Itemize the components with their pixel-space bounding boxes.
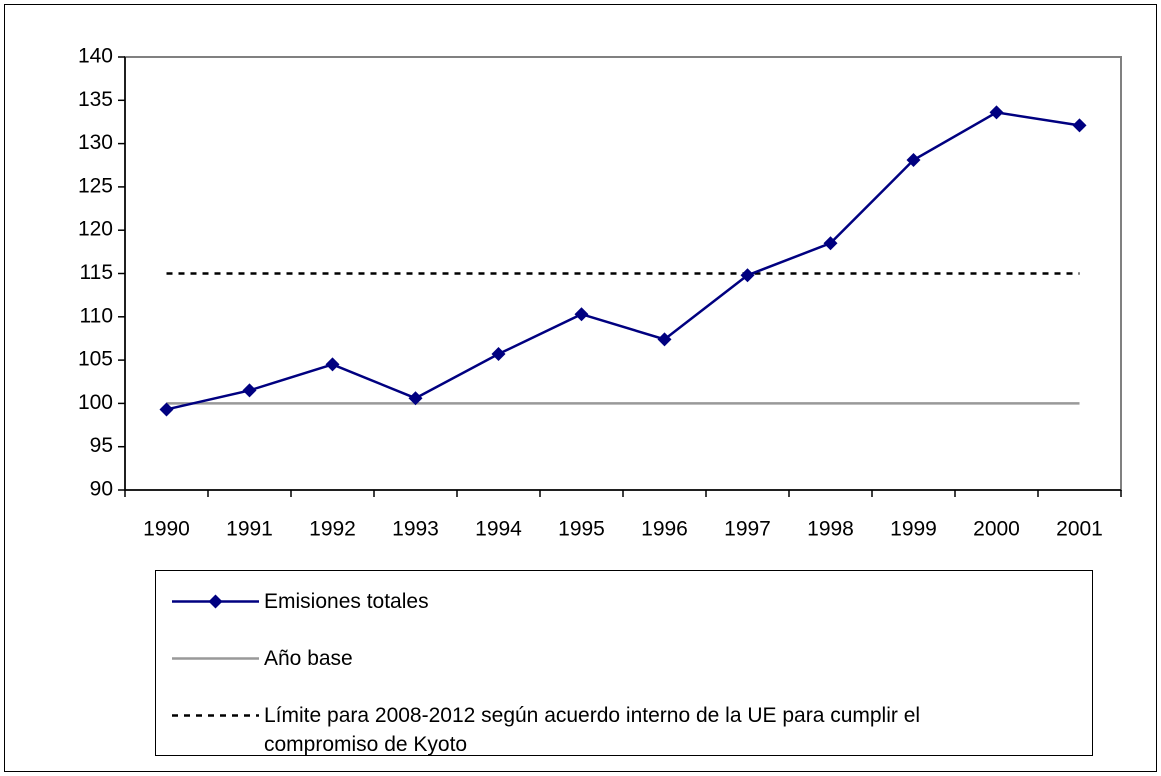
data-point	[325, 357, 340, 372]
x-tick-label: 2001	[1056, 518, 1103, 541]
data-point	[242, 383, 257, 398]
data-point	[1072, 118, 1087, 133]
x-tick-label: 1996	[641, 518, 688, 541]
data-point	[740, 268, 755, 283]
y-tick-label: 120	[78, 218, 113, 241]
data-point	[906, 153, 921, 168]
legend: Emisiones totales Año base Límite para 200…	[155, 570, 1093, 756]
y-tick-label: 115	[80, 261, 113, 284]
legend-label: Emisiones totales	[264, 590, 429, 613]
y-tick-label: 110	[80, 304, 113, 327]
legend-key	[172, 594, 259, 609]
y-tick-label: 95	[90, 434, 113, 457]
y-tick-label: 100	[78, 391, 113, 414]
legend-label: Límite para 2008-2012 según acuerdo inte…	[264, 704, 921, 756]
data-point	[989, 105, 1004, 120]
x-tick-label: 1997	[724, 518, 771, 541]
x-tick-label: 1994	[475, 518, 522, 541]
data-point	[574, 307, 589, 322]
legend-entry: Límite para 2008-2012 según acuerdo inte…	[156, 701, 1004, 759]
y-tick-label: 140	[78, 45, 113, 68]
series-line	[166, 111, 1080, 411]
data-point	[823, 236, 838, 251]
y-tick-label: 90	[90, 478, 113, 501]
x-tick-label: 1991	[226, 518, 273, 541]
x-tick-label: 2000	[973, 518, 1020, 541]
legend-entry: Emisiones totales	[156, 587, 1004, 616]
legend-marker	[208, 594, 223, 609]
data-point	[159, 402, 174, 417]
legend-label: Año base	[264, 647, 353, 670]
legend-entry: Año base	[156, 644, 1004, 673]
x-tick-label: 1993	[392, 518, 439, 541]
y-tick-label: 135	[78, 88, 113, 111]
y-tick-label: 130	[78, 131, 113, 154]
legend-key	[172, 714, 259, 717]
x-tick-label: 1992	[309, 518, 356, 541]
y-tick-label: 105	[78, 348, 113, 371]
x-tick-label: 1990	[143, 518, 190, 541]
x-tick-label: 1998	[807, 518, 854, 541]
x-tick-label: 1995	[558, 518, 605, 541]
y-tick-label: 125	[78, 174, 113, 197]
data-point	[491, 347, 506, 362]
data-point	[408, 391, 423, 406]
legend-key	[172, 657, 259, 660]
x-tick-label: 1999	[890, 518, 937, 541]
chart-border	[4, 4, 1157, 772]
data-point	[657, 332, 672, 347]
